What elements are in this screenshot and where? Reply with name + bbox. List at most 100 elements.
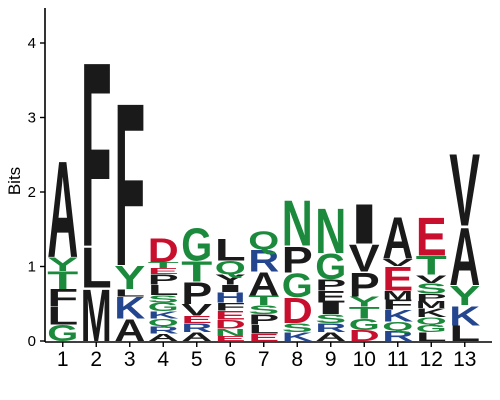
logo-letter: M [416,299,447,311]
logo-letter: L [449,322,480,346]
x-tick-label: 13 [453,348,476,371]
logo-letter: K [416,306,447,320]
logo-letter: H [215,289,246,305]
logo-letter: V [449,131,480,247]
logo-letter: K [148,309,180,321]
logo-letter: F [215,300,246,313]
logo-letter: M [382,288,413,302]
logo-letter: S [148,293,179,304]
logo-letter: N [315,195,346,267]
logo-letter: S [416,281,447,297]
logo-letter: L [81,235,112,300]
x-axis-ticks: 1 2 3 4 5 6 7 8 9 10 11 12 13 [57,342,476,371]
logo-letter: G [181,220,212,272]
logo-letter: A [47,133,78,287]
logo-letter: Y [215,272,246,288]
logo-letter: E [148,267,179,276]
logo-letter: F [382,297,413,313]
logo-letter: K [449,300,480,332]
logo-letter: P [181,276,212,311]
logo-letter: A [449,210,480,303]
logo-letter: Q [248,227,279,255]
logo-letter: T [416,250,447,280]
logo-letter: L [47,303,78,330]
logo-letter: I [349,192,380,256]
logo-letter: R [382,328,413,344]
logo-letter: E [215,308,246,322]
logo-letter: G [349,316,380,333]
logo-letter: P [282,239,313,281]
logo-letter: D [215,317,246,331]
logo-letter: R [248,244,279,279]
logo-letter: R [315,321,346,335]
logo-letter: I [215,282,246,294]
logo-letter: Q [215,257,246,278]
logo-letter: F [81,8,112,302]
x-tick-label: 3 [124,348,136,371]
logo-letter: A [248,266,279,303]
x-tick-label: 12 [420,348,443,371]
logo-letter: R [181,321,212,335]
logo-letter: T [148,260,179,269]
logo-letter: F [47,285,78,312]
logo-letter: Y [449,280,480,311]
logo-letter: Q [416,316,447,327]
letter-stacks: GLFTYAMLFAKLYFARQKGSLPETDAREVPTGENDEFHIY… [47,8,480,357]
logo-letter: E [215,335,246,343]
logo-letter: S [315,312,346,326]
logo-letter: T [248,293,279,308]
logo-letter: P [248,312,279,328]
logo-letter: E [248,332,279,343]
logo-letter: S [282,321,313,335]
logo-letter: V [382,257,414,268]
logo-letter: R [148,324,179,336]
logo-letter: E [315,288,346,307]
x-tick-label: 8 [291,348,303,371]
logo-letter: E [382,259,413,298]
x-tick-label: 11 [387,348,409,371]
logo-letter: Q [382,320,413,334]
y-axis-ticks: 0 1 2 3 4 [28,35,45,350]
logo-letter: L [114,287,145,299]
logo-letter: K [114,290,145,325]
logo-letter: Y [349,294,380,310]
logo-letter: P [349,265,380,304]
logo-letter: L [215,232,246,267]
logo-letter: G [416,323,447,334]
logo-letter: P [148,272,179,288]
x-tick-label: 4 [157,348,169,371]
logo-letter: I [315,299,346,317]
x-tick-label: 2 [90,348,102,371]
logo-letter: V [181,301,212,319]
logo-letter: G [315,248,346,288]
logo-letter: N [215,327,246,339]
logo-letter: D [349,327,380,344]
logo-letter: G [282,266,313,305]
logo-letter: A [382,205,413,271]
logo-letter: D [282,291,313,331]
logo-letter: E [181,314,212,325]
x-tick-label: 6 [224,348,236,371]
logo-letter: T [181,255,212,287]
logo-letter: G [148,300,179,314]
x-tick-label: 9 [325,348,337,371]
x-tick-label: 10 [353,348,376,371]
logo-letter: V [416,273,448,285]
logo-letter: N [282,187,313,260]
logo-letter: K [382,307,414,325]
x-tick-label: 7 [258,348,270,371]
logo-letter: P [315,277,346,294]
logo-letter: L [248,322,279,336]
y-tick-label: 1 [28,259,36,276]
logo-letter: L [148,282,179,298]
logo-letter: D [148,232,179,270]
logo-letter: K [282,330,313,344]
logo-letter: E [416,206,447,267]
y-axis-label: Bits [5,167,24,195]
logo-letter: L [416,330,447,344]
logo-letter: A [315,330,346,344]
logo-letter: T [349,304,380,322]
x-tick-label: 1 [57,348,69,371]
logo-letter: Y [114,258,145,296]
